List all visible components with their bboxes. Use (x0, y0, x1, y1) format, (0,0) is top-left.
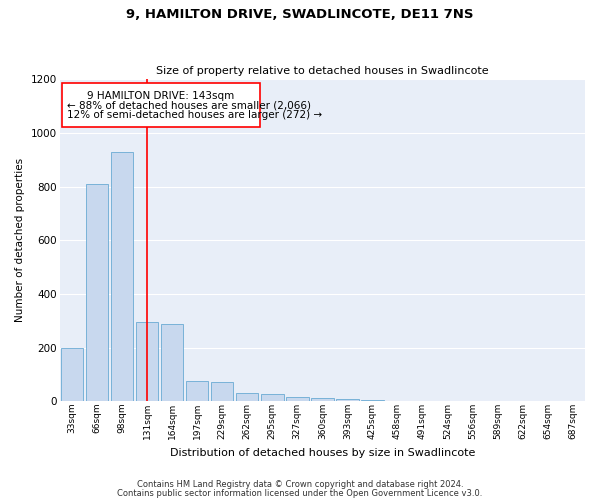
X-axis label: Distribution of detached houses by size in Swadlincote: Distribution of detached houses by size … (170, 448, 475, 458)
Text: 9 HAMILTON DRIVE: 143sqm: 9 HAMILTON DRIVE: 143sqm (87, 91, 235, 101)
Bar (161, 324, 184, 402)
Bar (311, 398, 334, 402)
Bar (286, 398, 308, 402)
Text: Contains public sector information licensed under the Open Government Licence v3: Contains public sector information licen… (118, 490, 482, 498)
Bar (136, 322, 158, 402)
Y-axis label: Number of detached properties: Number of detached properties (15, 158, 25, 322)
Bar (186, 382, 208, 402)
Bar (86, 184, 109, 402)
Text: 9, HAMILTON DRIVE, SWADLINCOTE, DE11 7NS: 9, HAMILTON DRIVE, SWADLINCOTE, DE11 7NS (126, 8, 474, 20)
Bar (211, 382, 233, 402)
Bar (361, 400, 383, 402)
Text: ← 88% of detached houses are smaller (2,066): ← 88% of detached houses are smaller (2,… (67, 100, 311, 110)
Bar (261, 394, 284, 402)
Title: Size of property relative to detached houses in Swadlincote: Size of property relative to detached ho… (156, 66, 488, 76)
Bar (336, 398, 359, 402)
Bar (61, 348, 83, 402)
Bar (236, 394, 259, 402)
Text: 12% of semi-detached houses are larger (272) →: 12% of semi-detached houses are larger (… (67, 110, 322, 120)
Bar (111, 152, 133, 402)
Text: Contains HM Land Registry data © Crown copyright and database right 2024.: Contains HM Land Registry data © Crown c… (137, 480, 463, 489)
Bar (386, 401, 409, 402)
FancyBboxPatch shape (62, 83, 260, 128)
